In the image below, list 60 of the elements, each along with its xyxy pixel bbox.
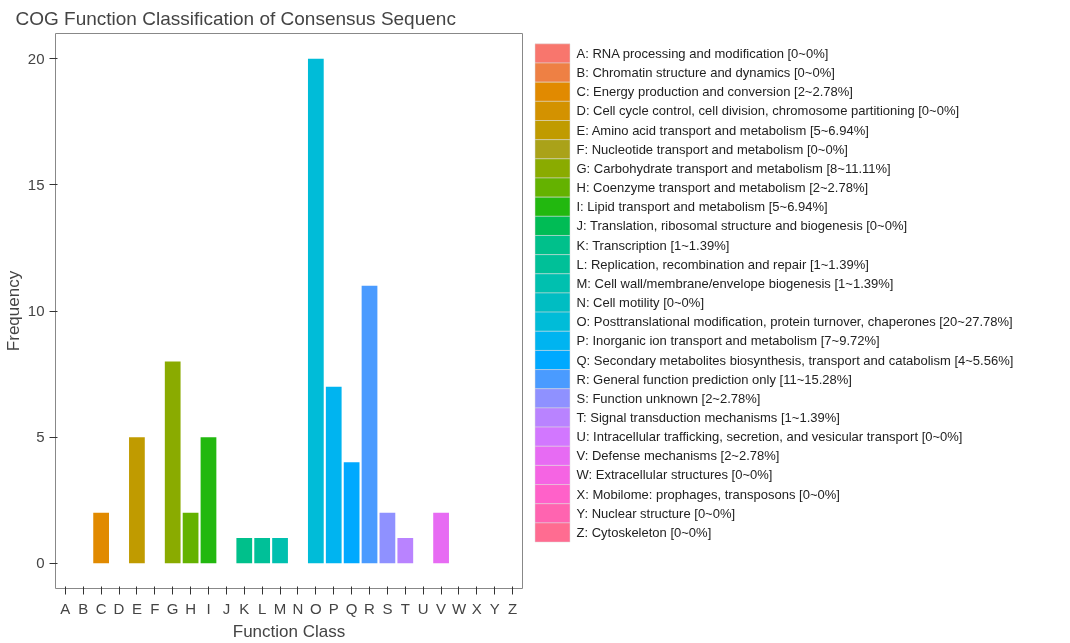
x-tick-label: J (222, 599, 231, 617)
legend-label: S: Function unknown [2~2.78%] (576, 390, 761, 406)
x-tick-label: O (310, 599, 322, 617)
legend-label: W: Extracellular structures [0~0%] (576, 467, 773, 483)
y-tick-label: 5 (36, 428, 45, 446)
legend-label: V: Defense mechanisms [2~2.78%] (576, 448, 780, 464)
legend-label: L: Replication, recombination and repair [1~1.39%] (576, 256, 869, 272)
legend-label: M: Cell wall/membrane/envelope biogenesis [1~1.39%] (576, 275, 894, 291)
legend-label: D: Cell cycle control, cell division, chromosome partitioning [0~0%] (576, 103, 960, 119)
x-tick-label: Y (489, 599, 500, 617)
x-tick-label: M (273, 599, 287, 617)
x-tick-label: Z (508, 599, 518, 617)
legend-label: P: Inorganic ion transport and metabolism [7~9.72%] (576, 333, 880, 349)
x-tick-label: K (239, 599, 250, 617)
y-tick-label: 10 (27, 302, 45, 319)
legend-label: B: Chromatin structure and dynamics [0~0%] (576, 65, 835, 81)
legend-label: G: Carbohydrate transport and metabolism [8~11.11%] (576, 160, 891, 176)
legend-label: R: General function prediction only [11~15.28%] (576, 371, 852, 387)
x-tick-label: A (60, 599, 71, 617)
legend-label: H: Coenzyme transport and metabolism [2~2.78%] (576, 180, 869, 196)
x-axis-title: Function Class (232, 621, 346, 641)
x-tick-label: Q (345, 599, 358, 617)
legend-label: K: Transcription [1~1.39%] (576, 237, 730, 253)
chart-title: COG Function Classification of Consensus Sequenc (15, 7, 456, 29)
legend-label: E: Amino acid transport and metabolism [5~6.94%] (576, 122, 869, 138)
legend-label: Q: Secondary metabolites biosynthesis, transport and catabolism [4~5.56%] (576, 352, 1014, 368)
x-tick-label: I (206, 599, 211, 617)
legend-label: C: Energy production and conversion [2~2.78%] (576, 84, 853, 100)
legend-label: X: Mobilome: prophages, transposons [0~0%] (576, 486, 840, 502)
x-tick-label: N (292, 599, 304, 617)
legend-label: I: Lipid transport and metabolism [5~6.94%] (576, 199, 828, 215)
x-tick-label: V (436, 599, 447, 617)
x-tick-label: H (185, 599, 197, 617)
legend-label: N: Cell motility [0~0%] (576, 295, 705, 311)
x-tick-label: D (113, 599, 125, 617)
x-tick-label: F (150, 599, 160, 617)
x-tick-label: P (328, 599, 339, 617)
legend-label: J: Translation, ribosomal structure and biogenesis [0~0%] (576, 218, 908, 234)
x-tick-label: T (400, 599, 410, 617)
legend-label: A: RNA processing and modification [0~0%] (576, 45, 829, 61)
y-tick-label: 15 (27, 175, 45, 193)
x-tick-label: X (471, 599, 482, 617)
legend-label: U: Intracellular trafficking, secretion, and vesicular transport [0~0%] (576, 429, 963, 445)
y-axis-title: Frequency (3, 270, 23, 352)
y-tick-label: 20 (27, 49, 45, 67)
legend-label: Z: Cytoskeleton [0~0%] (576, 524, 712, 540)
legend-label: O: Posttranslational modification, protein turnover, chaperones [20~27.78%] (576, 314, 1013, 330)
x-tick-label: E (131, 599, 142, 617)
x-tick-label: L (257, 599, 267, 617)
x-tick-label: B (78, 599, 89, 617)
y-tick-label: 0 (36, 554, 45, 572)
x-tick-label: W (451, 599, 467, 617)
legend-label: Y: Nuclear structure [0~0%] (576, 505, 736, 521)
x-tick-label: S (382, 599, 393, 617)
x-tick-label: C (95, 599, 107, 617)
x-tick-label: G (166, 599, 179, 617)
legend-label: T: Signal transduction mechanisms [1~1.39%] (576, 410, 840, 426)
legend-label: F: Nucleotide transport and metabolism [0~0%] (576, 141, 848, 157)
x-tick-label: U (417, 599, 429, 617)
x-tick-label: R (364, 599, 376, 617)
